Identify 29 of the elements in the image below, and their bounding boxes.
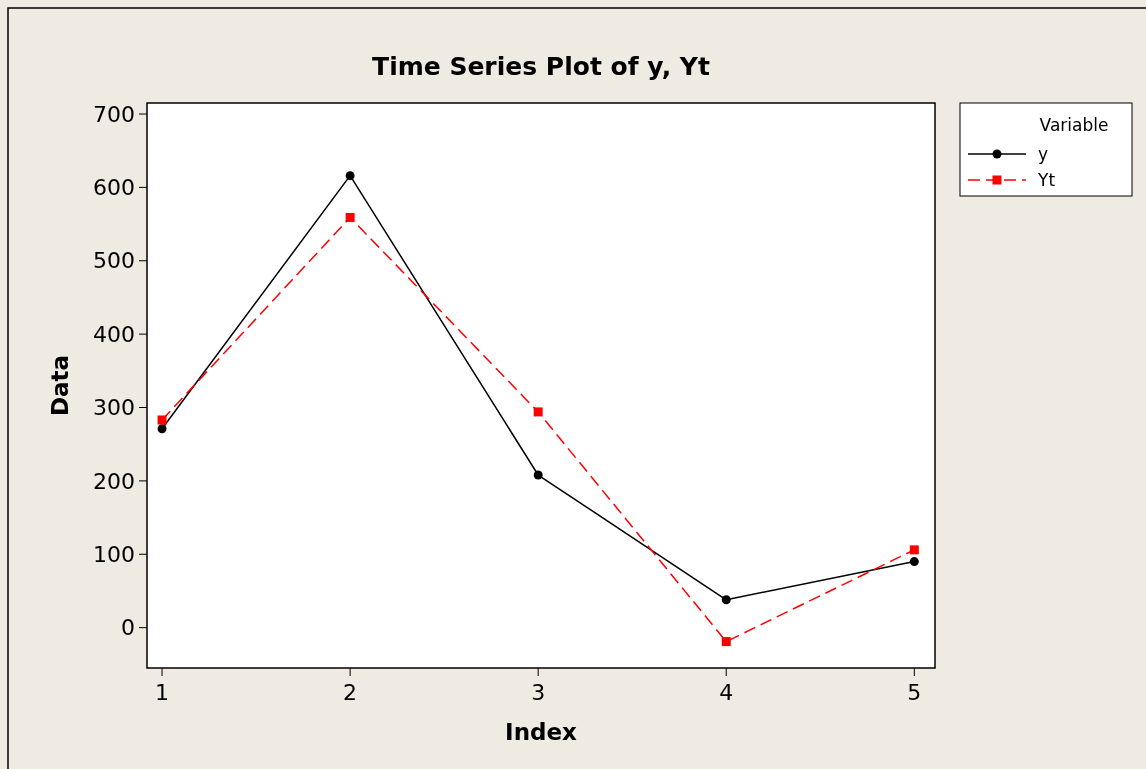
legend-label: Yt bbox=[1037, 169, 1056, 190]
y-tick-label: 100 bbox=[93, 541, 135, 567]
point bbox=[721, 637, 731, 647]
x-tick-label: 3 bbox=[531, 680, 546, 705]
point bbox=[721, 595, 731, 605]
x-tick-label: 4 bbox=[719, 680, 734, 705]
legend-label: y bbox=[1038, 143, 1049, 164]
y-tick-label: 600 bbox=[93, 175, 135, 201]
x-tick-label: 2 bbox=[343, 680, 358, 705]
y-axis-title: Data bbox=[47, 354, 73, 417]
point bbox=[533, 407, 543, 417]
point bbox=[157, 415, 167, 425]
point bbox=[345, 171, 355, 181]
point bbox=[909, 545, 919, 555]
y-tick-label: 500 bbox=[93, 248, 135, 274]
chart-title: Time Series Plot of y, Yt bbox=[372, 52, 710, 81]
y-tick-label: 0 bbox=[121, 615, 135, 641]
point bbox=[157, 424, 167, 434]
y-tick-label: 400 bbox=[93, 321, 135, 347]
y-tick-label: 700 bbox=[93, 101, 135, 127]
x-tick-label: 1 bbox=[155, 680, 170, 705]
legend-title: Variable bbox=[1039, 115, 1109, 135]
x-tick-label: 5 bbox=[907, 680, 922, 705]
point bbox=[345, 212, 355, 222]
point bbox=[909, 557, 919, 567]
point bbox=[533, 470, 543, 480]
y-tick-label: 200 bbox=[93, 468, 135, 494]
x-axis-title: Index bbox=[505, 719, 578, 745]
y-tick-label: 300 bbox=[93, 395, 135, 421]
